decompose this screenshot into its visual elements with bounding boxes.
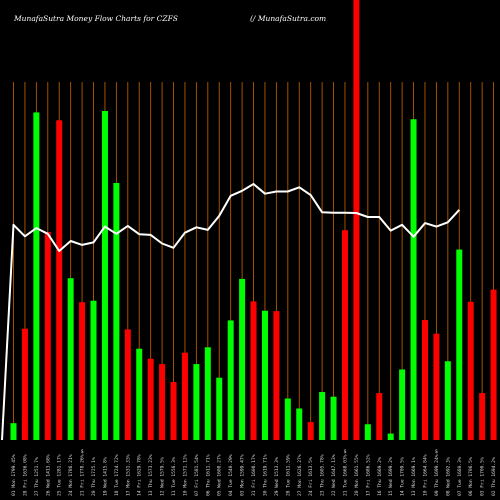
bar [410, 119, 417, 441]
x-tick-label: 08 Wed 1692.3% [445, 457, 451, 496]
bar [239, 278, 246, 440]
x-tick-label: 25 Tue 1281.17% [57, 454, 63, 496]
x-tick-label: 23 Thu 1605.78% [320, 454, 326, 496]
x-tick-label: 27 Mon 1626.27% [297, 454, 303, 496]
bar [193, 364, 200, 440]
x-tick-label: 24 Fri 1613.5% [308, 457, 314, 496]
site-label: (/ MunafaSutra.com [250, 14, 327, 23]
bar [273, 311, 280, 440]
x-tick-label: 10 Fri 1664.84% [422, 454, 428, 496]
bar [90, 300, 97, 440]
x-tick-label: 18 Tue 1724.72% [114, 454, 120, 496]
bar [341, 230, 348, 440]
x-tick-label: 20 Thu 1725.1% [91, 457, 97, 496]
x-tick-label: 17 Mon 1531.33% [125, 454, 131, 496]
bar [296, 408, 303, 440]
x-tick-label: 02 Thu 1694.2% [491, 457, 497, 496]
bar [399, 369, 406, 440]
x-tick-label: 07 Fri 1581.54% [194, 454, 200, 496]
x-tick-label: 06 Mon 1706.5% [468, 457, 474, 496]
x-tick-label: 01 Mon 1799.45% [11, 454, 17, 496]
bar [170, 382, 177, 440]
bar [387, 433, 394, 440]
bar [284, 398, 291, 440]
bar [136, 348, 143, 440]
x-tick-label: 13 Thu 1573.23% [148, 454, 154, 496]
x-tick-label: 20 Mon 1661.55% [354, 454, 360, 496]
x-tick-label: 14 Tue 1709.5% [400, 457, 406, 496]
bar [113, 182, 120, 440]
bar [319, 392, 326, 440]
bar [433, 333, 440, 440]
x-tick-label: 11 Tue 1556.3% [171, 457, 177, 496]
bar [456, 249, 463, 440]
money-flow-line [1, 183, 461, 441]
x-tick-label: 21 Fri 1778.26% [80, 454, 86, 496]
x-tick-labels: 01 Mon 1799.45% 28 Fri 1636.08% 27 Thu 125… [11, 454, 497, 496]
x-tick-label: 14 Fri 1629.78% [137, 454, 143, 496]
dollar-mark: $ [435, 449, 438, 455]
x-tick-label: 30 Thu 1619.71% [262, 454, 268, 496]
x-tick-label: 31 Fri 1608.17% [251, 454, 257, 496]
bar [353, 0, 360, 440]
x-tick-label: 29 Wed 1513.3% [274, 457, 280, 496]
x-tick-label: 21 Tue 1668.03% [342, 454, 348, 496]
bar [330, 396, 337, 440]
x-tick-label: 04 Tue 1540.29% [228, 454, 234, 496]
x-tick-label: 13 Mon 1669.1% [411, 457, 417, 496]
bar [44, 232, 51, 440]
chart-title: MunafaSutra Money Flow Charts for CZFS [14, 14, 178, 23]
bar [204, 347, 211, 440]
x-tick-label: 19 Wed 1415.8% [102, 457, 108, 496]
bar [216, 377, 223, 440]
bar [250, 301, 257, 440]
bar [376, 393, 383, 440]
bar [21, 328, 28, 440]
x-tick-label: 10 Mon 1571.12% [182, 454, 188, 496]
x-tick-label: 17 Fri 1686.52% [365, 454, 371, 496]
x-tick-label: 16 Thu 1669.2% [377, 457, 383, 496]
money-flow-line-group [1, 183, 461, 441]
bar [33, 112, 40, 441]
x-tick-label: 05 Wed 1608.27% [217, 454, 223, 496]
bar [10, 423, 17, 440]
bar [261, 310, 268, 440]
x-tick-label: 07 Tue 1680.3% [457, 457, 463, 496]
bar [444, 361, 451, 440]
x-tick-label: 28 Fri 1636.08% [22, 454, 28, 496]
bar [124, 329, 131, 440]
bar [490, 289, 497, 440]
bar [307, 422, 314, 440]
bar [147, 358, 154, 440]
x-tick-label: 15 Wed 1699.2% [388, 457, 394, 496]
x-tick-label: 26 Wed 1413.68% [45, 454, 51, 496]
bar [479, 393, 486, 440]
x-tick-label: 03 Fri 1700.5% [480, 457, 486, 496]
x-tick-label: 28 Tue 1611.59% [285, 454, 291, 496]
x-tick-label: 24 Mon 1786.21% [68, 454, 74, 496]
x-tick-label: 12 Wed 1579.5% [160, 457, 166, 496]
x-tick-label: 03 Mon 1599.47% [240, 454, 246, 496]
bar [181, 352, 188, 440]
x-tick-label: 06 Thu 1611.71% [205, 454, 211, 496]
dollar-mark: $ [81, 449, 84, 455]
bar [227, 320, 234, 440]
bar [467, 301, 474, 440]
bars-group [10, 0, 497, 441]
x-tick-label: 09 Thu 1699.24% [434, 454, 440, 496]
dollar-marks-group: $ $ $ [81, 449, 439, 455]
dollar-mark: $ [343, 449, 346, 455]
bar [421, 320, 428, 440]
bar [67, 278, 74, 440]
bar [159, 364, 166, 440]
x-tick-label: 22 Wed 1647.13% [331, 454, 337, 496]
x-tick-label: 27 Thu 1251.7% [34, 457, 40, 496]
bar [364, 424, 371, 440]
bar [79, 302, 86, 440]
bar [56, 120, 63, 440]
bar [101, 110, 108, 441]
